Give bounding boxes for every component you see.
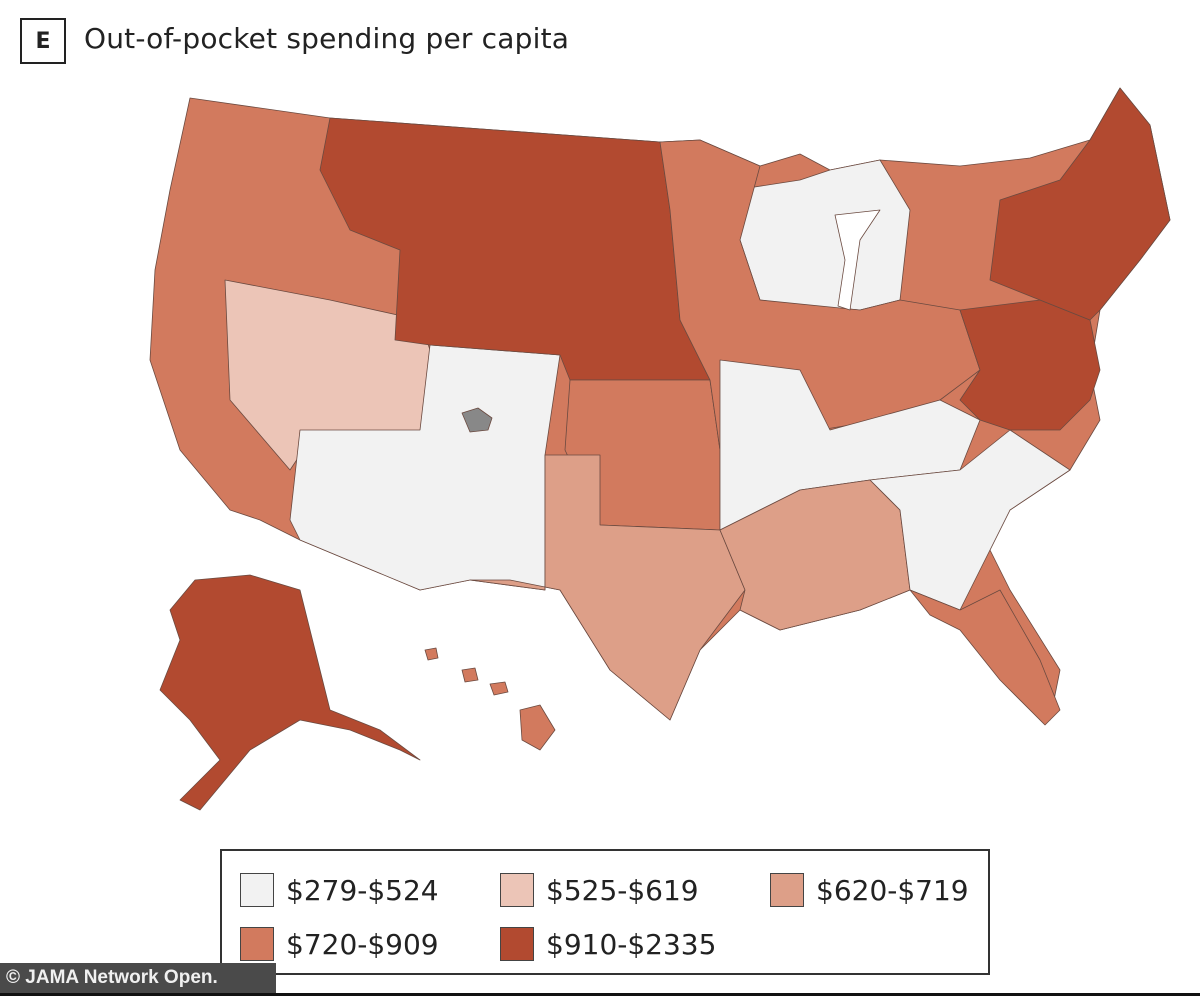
region-southeast [869, 429, 1071, 611]
legend-label-2: $525-$619 [546, 873, 699, 907]
map-legend: $279-$524 $525-$619 $620-$719 $720-$909 … [220, 849, 990, 975]
legend-swatch-3 [770, 873, 804, 907]
region-hawaii-big-island [519, 704, 556, 751]
legend-item-3: $620-$719 [770, 873, 969, 907]
us-county-choropleth-map [149, 87, 1171, 811]
legend-label-4: $720-$909 [286, 927, 439, 961]
legend-label-3: $620-$719 [816, 873, 969, 907]
legend-item-1: $279-$524 [240, 873, 439, 907]
legend-swatch-2 [500, 873, 534, 907]
region-deep-south [719, 479, 911, 631]
legend-label-5: $910-$2335 [546, 927, 717, 961]
region-alaska [159, 574, 421, 811]
great-lakes [834, 209, 881, 311]
region-mid-atlantic [959, 299, 1101, 431]
legend-swatch-1 [240, 873, 274, 907]
legend-label-1: $279-$524 [286, 873, 439, 907]
region-hawaii-islands [424, 647, 509, 696]
panel-letter-label: E [20, 18, 66, 64]
region-northeast [989, 87, 1171, 321]
legend-swatch-4 [240, 927, 274, 961]
no-data-county [461, 407, 493, 433]
region-texas [469, 454, 746, 721]
map-title: Out-of-pocket spending per capita [84, 22, 570, 55]
legend-item-5: $910-$2335 [500, 927, 716, 961]
legend-swatch-5 [500, 927, 534, 961]
legend-item-4: $720-$909 [240, 927, 439, 961]
region-florida [909, 589, 1061, 726]
legend-item-2: $525-$619 [500, 873, 699, 907]
copyright-watermark: © JAMA Network Open. [0, 963, 276, 993]
bottom-border [0, 993, 1200, 996]
